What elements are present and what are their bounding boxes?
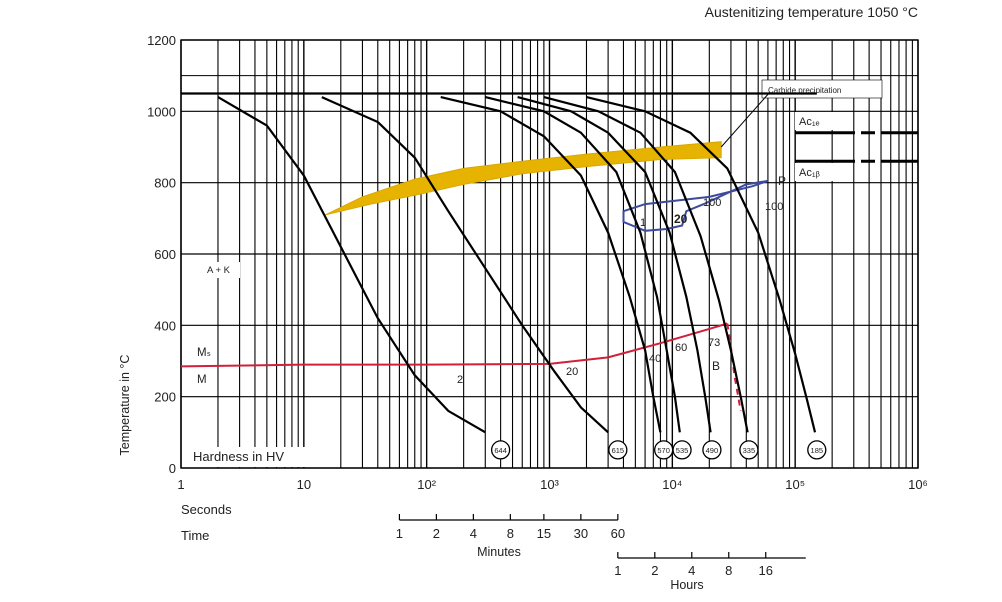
cooling-curve [440,96,662,433]
hardness-value: 535 [676,446,689,455]
hardness-value: 615 [612,446,625,455]
y-tick-label: 400 [154,318,176,333]
y-axis-label: Temperature in °C [118,355,132,456]
austenite-carbide-label: A + K [207,265,231,276]
hardness-circle [702,440,722,460]
minutes-tick-label: 30 [574,526,588,541]
martensite-label: M [197,374,207,386]
hardness-circle [608,440,628,460]
ac1b-label: Ac₁ᵦ [799,167,821,179]
x-tick-label: 1 [177,477,184,492]
pearlite-pct-100-a: 100 [703,197,721,209]
minutes-tick-label: 4 [470,526,477,541]
y-tick-label: 0 [169,461,176,476]
minutes-tick-label: 8 [507,526,514,541]
hardness-value: 185 [811,446,824,455]
cooling-curve [586,96,817,433]
hours-label: Hours [670,578,703,592]
cooling-curves [181,92,817,434]
pearlite-pct-100-b: 100 [765,201,783,213]
cooling-curve [543,96,749,433]
curve-label-40: 40 [649,353,661,365]
x-tick-label: 10⁵ [785,477,805,492]
curve-label-2: 2 [457,374,463,386]
ac1e-label: Ac₁ₑ [799,116,820,128]
ac1b-label-bg [795,163,835,181]
y-tick-label: 200 [154,390,176,405]
hardness-circle [672,440,692,460]
y-tick-label: 1000 [147,104,176,119]
minutes-tick-label: 60 [611,526,625,541]
time-label: Time [181,528,209,543]
x-tick-label: 10⁶ [908,477,928,492]
x-tick-label: 10 [297,477,311,492]
ms-line [180,322,728,368]
cooling-curve [217,96,486,434]
hardness-value: 335 [743,446,756,455]
curve-label-73: 73 [708,337,720,349]
pearlite-region [622,179,769,232]
chart-title: Austenitizing temperature 1050 °C [705,4,918,20]
carbide-precipitation-band [325,141,722,216]
hardness-label-bg [188,447,315,467]
hardness-circle [739,440,759,460]
cooling-curve [485,96,681,433]
hours-tick-label: 2 [651,563,658,578]
curve-label-20: 20 [566,366,578,378]
hours-tick-label: 16 [759,563,773,578]
hardness-circle [807,440,827,460]
hardness-markers: 644 615 570 535 490 335 185 [490,440,827,460]
carbide-leader-line [720,91,771,148]
transformation-regions [180,91,918,412]
x-axis-unit-label: Seconds [181,502,232,517]
hardness-value: 570 [657,446,670,455]
bainite-label: B [712,359,720,373]
cooling-curve [517,96,712,433]
hours-tick-label: 1 [614,563,621,578]
minutes-tick-label: 1 [396,526,403,541]
y-tick-label: 600 [154,247,176,262]
curve-label-60: 60 [675,342,687,354]
x-tick-label: 10³ [540,477,559,492]
plot-frame [180,39,919,469]
minutes-tick-label: 15 [537,526,551,541]
hours-tick-label: 8 [725,563,732,578]
y-tick-label: 800 [154,176,176,191]
hardness-value: 490 [706,446,719,455]
grid-lines [180,39,919,469]
ak-label-bg [200,262,240,278]
minutes-tick-label: 2 [433,526,440,541]
cooling-curve [321,96,609,434]
ms-label: Mₛ [197,347,211,359]
hardness-circle [490,440,511,460]
hardness-value: 644 [494,446,507,455]
x-tick-label: 10⁴ [662,477,682,492]
y-tick-label: 1200 [147,33,176,48]
hardness-label: Hardness in HV [193,449,284,464]
pearlite-pct-1: 1 [640,217,646,229]
axes: 0 200 400 600 800 1000 1200 1 10 10² 10³ 10⁴ 10⁵ 10⁶ 1… [147,33,928,578]
ac1e-label-bg [795,112,835,130]
hours-tick-label: 4 [688,563,695,578]
pearlite-pct-20: 20 [674,212,688,226]
x-tick-label: 10² [417,477,436,492]
pearlite-label: P [778,174,786,188]
carbide-label: Carbide precipitation [768,86,841,95]
minutes-label: Minutes [477,545,521,559]
